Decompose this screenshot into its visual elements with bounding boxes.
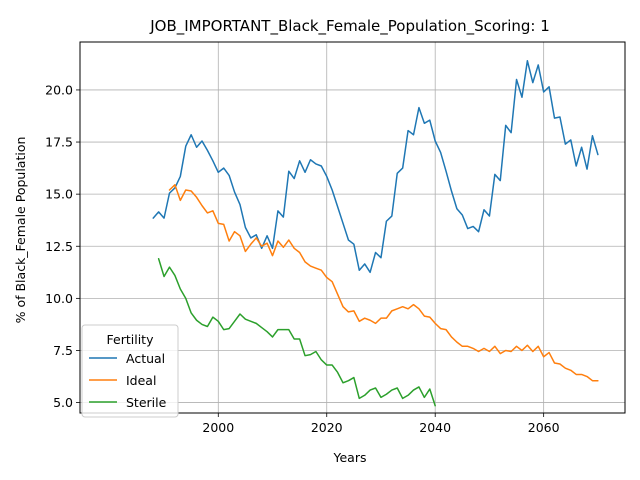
series-line-sterile (157, 258, 436, 407)
y-tick-label: 10.0 (45, 291, 73, 306)
legend-label-sterile: Sterile (126, 395, 167, 410)
chart-title: JOB_IMPORTANT_Black_Female_Population_Sc… (149, 17, 550, 36)
series-group (152, 60, 599, 407)
legend: Fertility Actual Ideal Sterile (81, 324, 179, 418)
grid (80, 42, 625, 413)
x-tick-label: 2020 (311, 420, 343, 435)
y-tick-label: 17.5 (45, 135, 73, 150)
x-tick-label: 2000 (202, 420, 234, 435)
y-axis-label: % of Black_Female Population (13, 137, 28, 324)
legend-label-ideal: Ideal (126, 373, 156, 388)
x-axis-label: Years (333, 450, 367, 465)
series-line-actual (152, 60, 599, 274)
legend-label-actual: Actual (126, 351, 165, 366)
y-tick-label: 15.0 (45, 187, 73, 202)
plot-frame (79, 41, 626, 414)
x-tick-label: 2040 (419, 420, 451, 435)
y-tick-label: 5.0 (53, 395, 73, 410)
y-tick-label: 12.5 (45, 239, 73, 254)
legend-title: Fertility (107, 332, 155, 347)
y-tick-label: 7.5 (53, 343, 73, 358)
y-tick-label: 20.0 (45, 82, 73, 97)
series-line-ideal (168, 184, 599, 382)
ticks: 2000 2020 2040 2060 5.0 7.5 10.0 12.5 15.0 17.5 20… (45, 82, 559, 435)
x-tick-label: 2060 (528, 420, 560, 435)
legend-box (81, 324, 179, 418)
